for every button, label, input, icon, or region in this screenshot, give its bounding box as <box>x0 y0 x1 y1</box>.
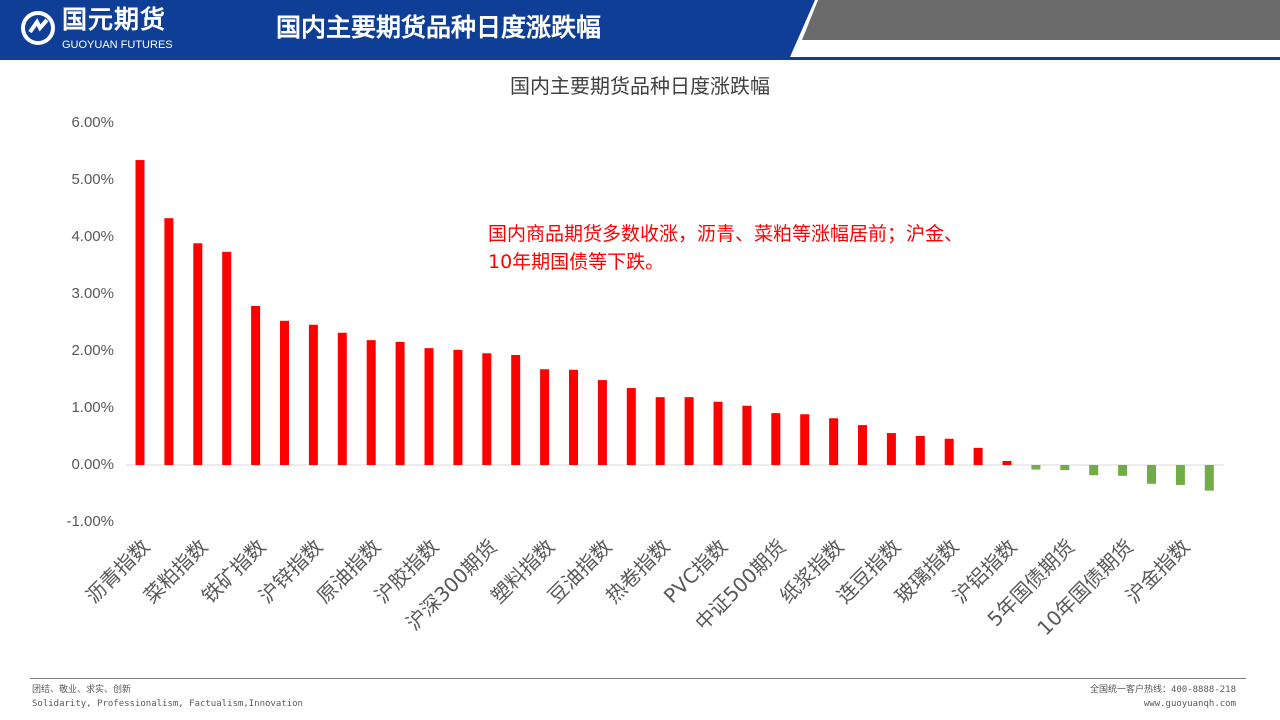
logo-text-cn: 国元期货 <box>62 5 167 34</box>
bar <box>1060 465 1070 471</box>
logo-emblem-icon <box>21 11 55 45</box>
logo-text-en: GUOYUAN FUTURES <box>62 39 173 51</box>
bar <box>424 348 434 465</box>
y-tick-label: 2.00% <box>71 342 114 359</box>
chart-annotation: 国内商品期货多数收涨，沥青、菜粕等涨幅居前；沪金、 10年期国债等下跌。 <box>488 220 963 276</box>
bar <box>771 413 781 465</box>
bar <box>251 305 261 465</box>
page-title: 国内主要期货品种日度涨跌幅 <box>276 13 602 42</box>
bar <box>308 324 318 465</box>
header-bar: 国元期货 GUOYUAN FUTURES 国内主要期货品种日度涨跌幅 <box>0 0 1280 60</box>
bar <box>597 380 607 465</box>
bar <box>655 397 665 465</box>
header-background <box>0 0 1280 60</box>
y-tick-label: 3.00% <box>71 285 114 302</box>
bar <box>222 251 232 465</box>
bar <box>280 320 289 465</box>
bar <box>135 160 145 466</box>
bar <box>626 388 636 465</box>
y-tick-label: 5.00% <box>71 171 114 188</box>
y-tick-label: 6.00% <box>71 114 114 131</box>
bar <box>193 243 203 465</box>
y-tick-label: 1.00% <box>71 399 114 416</box>
bar <box>569 369 578 465</box>
bar <box>684 397 694 465</box>
footer-divider <box>30 678 1246 679</box>
bar <box>858 425 867 465</box>
bar <box>482 353 492 465</box>
bar <box>886 433 896 465</box>
bar <box>164 218 174 465</box>
bar <box>540 369 550 465</box>
bar <box>1118 465 1128 476</box>
bar <box>1204 465 1214 491</box>
chart-title: 国内主要期货品种日度涨跌幅 <box>510 74 770 98</box>
bar <box>829 418 839 465</box>
bar <box>337 332 347 465</box>
y-tick-label: -1.00% <box>66 513 114 530</box>
bar <box>1031 465 1041 470</box>
bar <box>511 354 521 465</box>
bar <box>1002 461 1012 465</box>
bar <box>395 341 405 465</box>
bar <box>1147 465 1156 484</box>
bar <box>915 435 925 465</box>
footer-motto-en: Solidarity, Professionalism, Factualism,… <box>32 699 303 709</box>
footer-motto-cn: 团结、敬业、求实、创新 <box>32 685 132 695</box>
bar <box>800 414 810 465</box>
y-tick-label: 0.00% <box>71 456 114 473</box>
bar <box>713 401 723 465</box>
footer-hotline: 全国统一客户热线：400-8888-218 <box>1089 685 1236 695</box>
bar <box>366 340 376 465</box>
bar <box>1175 465 1185 485</box>
annotation-line-1: 国内商品期货多数收涨，沥青、菜粕等涨幅居前；沪金、 <box>488 223 964 245</box>
y-tick-label: 4.00% <box>71 228 114 245</box>
bar <box>742 405 752 465</box>
annotation-line-2: 10年期国债等下跌。 <box>488 251 665 273</box>
footer-website: www.guoyuanqh.com <box>1143 699 1236 709</box>
bar <box>453 349 463 465</box>
bar <box>944 438 954 465</box>
bar <box>1089 465 1099 476</box>
bar <box>973 447 983 465</box>
